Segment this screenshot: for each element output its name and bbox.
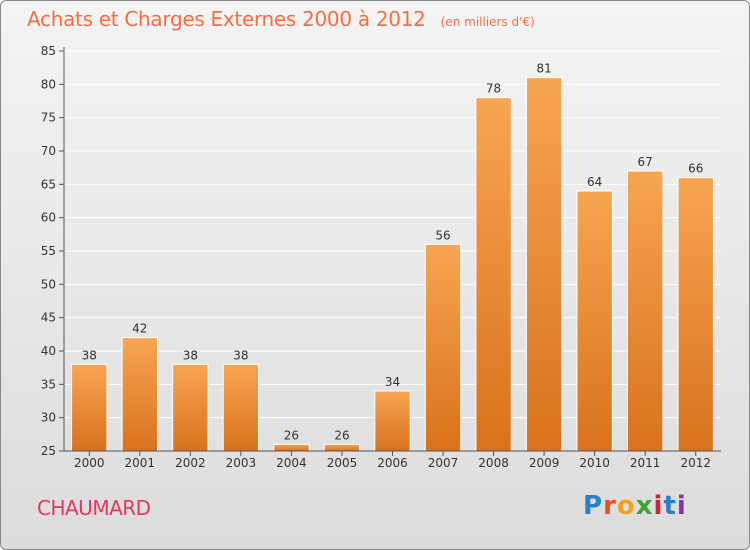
y-tick-label: 55 (41, 244, 56, 258)
y-tick-label: 85 (41, 44, 56, 58)
bar-2008 (475, 97, 512, 452)
y-tick-label: 40 (41, 344, 56, 358)
x-tick-label-2007: 2007 (428, 456, 459, 470)
bar-2001 (121, 337, 158, 452)
proxiti-logo[interactable]: Proxiti (583, 491, 687, 521)
data-label-2011: 67 (638, 155, 653, 169)
logo-letter: t (663, 491, 677, 521)
grid-lines (64, 50, 721, 419)
bar-2002 (172, 363, 209, 452)
x-tick-label-2000: 2000 (74, 456, 105, 470)
y-tick-label: 80 (41, 77, 56, 91)
title-text: Achats et Charges Externes 2000 à 2012 (27, 7, 426, 31)
y-tick-label: 75 (41, 111, 56, 125)
logo-letter: i (676, 491, 687, 521)
data-label-2008: 78 (486, 82, 501, 96)
data-label-2000: 38 (82, 348, 97, 362)
data-label-2005: 26 (334, 428, 349, 442)
x-tick-label-2011: 2011 (630, 456, 661, 470)
data-label-2001: 42 (132, 322, 147, 336)
y-tick-label: 45 (41, 311, 56, 325)
x-tick-label-2004: 2004 (276, 456, 307, 470)
bar-2006 (374, 390, 411, 452)
bar-2007 (424, 243, 462, 452)
data-label-2009: 81 (536, 62, 551, 76)
x-tick-label-2003: 2003 (226, 456, 257, 470)
y-tick-label: 50 (41, 277, 56, 291)
data-label-2012: 66 (688, 162, 703, 176)
data-label-2006: 34 (385, 375, 400, 389)
data-label-2010: 64 (587, 175, 602, 189)
logo-letter: x (635, 491, 654, 521)
y-tick-label: 70 (41, 144, 56, 158)
y-tick-label: 35 (41, 377, 56, 391)
bar-2004 (273, 443, 310, 452)
data-label-2002: 38 (183, 348, 198, 362)
commune-name: CHAUMARD (37, 496, 151, 520)
logo-letter: i (653, 491, 664, 521)
logo-letter: r (603, 491, 617, 521)
y-tick-label: 60 (41, 211, 56, 225)
bar-2005 (323, 443, 361, 452)
x-tick-label-2009: 2009 (529, 456, 560, 470)
bar-2009 (525, 77, 563, 452)
bar-2003 (222, 363, 260, 452)
x-tick-label-2012: 2012 (680, 456, 711, 470)
data-label-2007: 56 (435, 228, 450, 242)
y-tick-label: 65 (41, 177, 56, 191)
logo-letter: o (616, 491, 636, 521)
y-tick-label: 25 (41, 444, 56, 458)
bar-2010 (576, 190, 613, 452)
x-tick-label-2006: 2006 (377, 456, 408, 470)
bar-2000 (71, 363, 108, 452)
bars: 38 42 38 38 26 26 34 56 78 81 64 67 66 (71, 62, 714, 452)
title-unit: (en milliers d'€) (440, 15, 535, 29)
axes: 25 30 35 40 45 50 55 60 65 70 75 80 85 2000 2001 2002 20… (41, 44, 721, 470)
x-tick-label-2008: 2008 (478, 456, 509, 470)
x-tick-label-2005: 2005 (327, 456, 358, 470)
x-tick-label-2010: 2010 (579, 456, 610, 470)
data-label-2004: 26 (284, 428, 299, 442)
logo-letter: P (583, 491, 604, 521)
bar-2012 (677, 177, 714, 452)
x-tick-label-2001: 2001 (125, 456, 156, 470)
y-tick-label: 30 (41, 411, 56, 425)
chart-title: Achats et Charges Externes 2000 à 2012 (… (27, 7, 535, 31)
x-tick-label-2002: 2002 (175, 456, 206, 470)
data-label-2003: 38 (233, 348, 248, 362)
bar-2011 (627, 170, 664, 452)
